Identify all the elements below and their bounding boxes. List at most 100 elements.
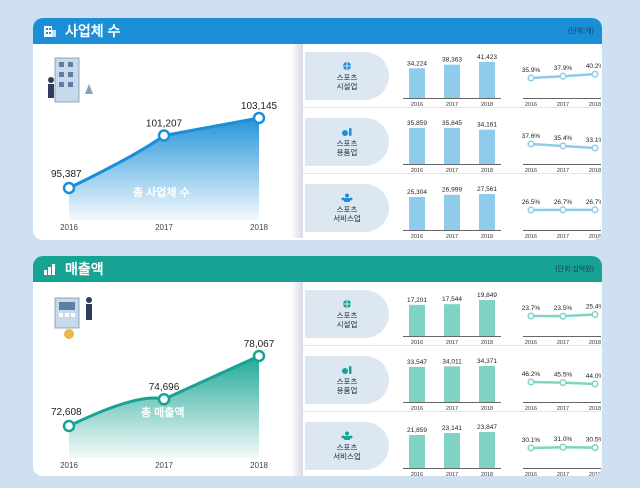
bar: [444, 64, 460, 98]
bar-value-label: 17,544: [442, 296, 462, 303]
share-point: [527, 312, 535, 320]
year-label: 2016: [525, 234, 537, 240]
value-label: 72,608: [51, 407, 82, 418]
category-row: 스포츠 서비스업 25,304 2016 26,999 2017 27,561 2018 …: [303, 176, 602, 240]
year-label: 2017: [557, 168, 569, 174]
year-label: 2017: [446, 168, 458, 174]
category-line-1: 스포츠: [336, 377, 358, 386]
bar: [444, 433, 460, 468]
year-label: 2016: [525, 340, 537, 346]
section-title: 매출액: [65, 261, 104, 277]
share-point: [559, 443, 567, 451]
bar-value-label: 34,371: [477, 358, 497, 365]
year-label: 2016: [411, 168, 423, 174]
page-fold: [291, 282, 303, 476]
row-divider: [303, 173, 602, 174]
bar-value-label: 41,423: [477, 54, 497, 61]
year-label: 2018: [481, 340, 493, 346]
ball-icon: [343, 62, 351, 70]
bar: [479, 366, 495, 402]
bar-chart: 35,859 2016 35,845 2017 34,161 2018: [403, 120, 501, 174]
row-divider: [303, 345, 602, 346]
bar: [409, 68, 425, 98]
bar-chart: 33,547 2016 34,011 2017 34,371 2018: [403, 358, 501, 412]
data-point: [62, 181, 76, 195]
office-illustration: [48, 57, 93, 103]
bar-chart: 21,859 2016 23,141 2017 23,847 2018: [403, 424, 501, 476]
share-value-label: 23.5%: [554, 305, 573, 312]
line-chart: 37.6% 2016 35.4% 2017 33.1% 2018: [522, 133, 601, 174]
row-divider: [303, 411, 602, 412]
share-value-label: 46.2%: [522, 371, 541, 378]
bar-chart: 34,224 2016 38,363 2017 41,423 2018: [403, 54, 501, 108]
share-point: [527, 74, 535, 82]
page-fold: [291, 44, 303, 238]
year-label: 2018: [481, 472, 493, 476]
share-value-label: 25.4%: [586, 303, 601, 310]
bar-chart: 17,201 2016 17,544 2017 19,849 2018: [403, 292, 501, 346]
bar: [409, 435, 425, 468]
bar-value-label: 19,849: [477, 292, 497, 299]
bar: [479, 62, 495, 98]
year-label: 2016: [525, 102, 537, 108]
category-row: 스포츠 용품업 33,547 2016 34,011 2017 34,371 2018 4…: [303, 348, 602, 412]
share-point: [527, 378, 535, 386]
bar: [444, 366, 460, 402]
share-value-label: 26.7%: [554, 199, 573, 206]
category-line-1: 스포츠: [336, 73, 358, 82]
bar: [479, 194, 495, 230]
row-divider: [303, 107, 602, 108]
category-line-1: 스포츠: [336, 139, 358, 148]
bar-chart: 25,304 2016 26,999 2017 27,561 2018: [403, 186, 501, 240]
category-row: 스포츠 시설업 34,224 2016 38,363 2017 41,423 2018 3…: [303, 44, 602, 108]
category-line-2: 서비스업: [333, 452, 361, 461]
share-value-label: 40.2%: [586, 63, 601, 70]
bar-value-label: 17,201: [407, 297, 427, 304]
total-label: 총 사업체 수: [133, 187, 190, 199]
unit-label: (단위:십억원): [555, 266, 594, 273]
bar-value-label: 38,363: [442, 57, 462, 64]
share-point: [591, 206, 599, 214]
share-value-label: 30.1%: [522, 437, 541, 444]
line-chart: 23.7% 2016 23.5% 2017 25.4% 2018: [522, 303, 601, 346]
equipment-icon: [342, 128, 352, 136]
people-icon: [341, 431, 353, 440]
share-value-label: 33.1%: [586, 137, 601, 144]
data-point: [157, 129, 171, 142]
share-point: [559, 206, 567, 214]
year-label: 2018: [589, 472, 601, 476]
value-label: 78,067: [244, 339, 275, 350]
total-area-chart: 95,387 2016 101,207 2017 103,145 2018: [48, 57, 278, 232]
unit-label: (단위:개): [568, 28, 594, 35]
year-label: 2016: [411, 406, 423, 412]
value-label: 101,207: [146, 118, 183, 129]
bar-value-label: 34,161: [477, 122, 497, 129]
share-value-label: 31.0%: [554, 436, 573, 443]
share-value-label: 44.0%: [586, 373, 601, 380]
bar-value-label: 26,999: [442, 187, 462, 194]
category-pill: 스포츠 서비스업: [305, 422, 389, 470]
bar-value-label: 35,845: [442, 120, 462, 127]
year-label: 2017: [446, 102, 458, 108]
year-label: 2016: [60, 223, 78, 232]
year-label: 2016: [60, 461, 78, 470]
panel-sales: 매출액 (단위:십억원) 72,608 2016 74,696 2017 78,067 2…: [33, 256, 602, 476]
year-label: 2018: [589, 168, 601, 174]
share-value-label: 26.5%: [522, 199, 541, 206]
data-point: [252, 111, 266, 125]
data-point: [62, 419, 76, 433]
category-line-2: 용품업: [336, 386, 358, 395]
share-point: [591, 70, 599, 78]
year-label: 2016: [525, 406, 537, 412]
category-line-1: 스포츠: [336, 443, 358, 452]
bar-value-label: 35,859: [407, 120, 427, 127]
share-value-label: 23.7%: [522, 305, 541, 312]
category-pill: 스포츠 용품업: [305, 118, 389, 166]
share-point: [559, 142, 567, 150]
year-label: 2018: [589, 102, 601, 108]
sales-illustration: [54, 297, 92, 339]
ball-icon: [343, 300, 351, 308]
category-pill: 스포츠 용품업: [305, 356, 389, 404]
share-value-label: 37.9%: [554, 65, 573, 72]
share-point: [559, 379, 567, 387]
